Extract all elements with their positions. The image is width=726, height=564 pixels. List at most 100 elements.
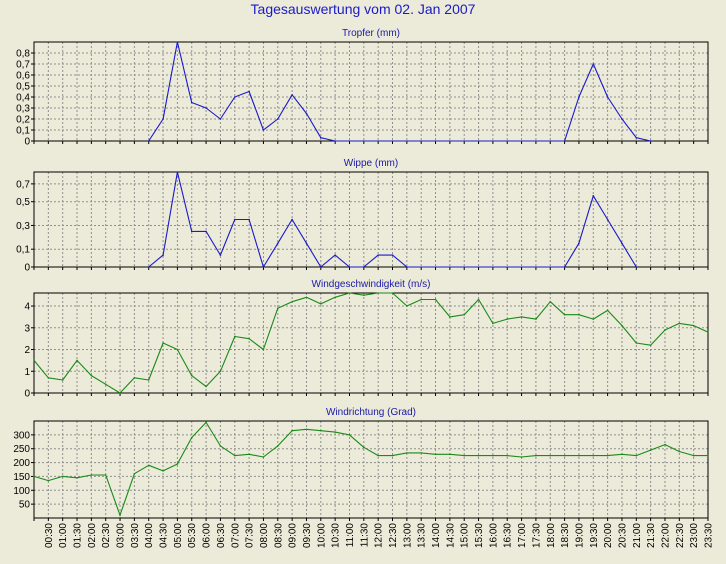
data-point [233, 454, 236, 457]
data-point [334, 254, 336, 256]
x-tick-label: 11:30 [359, 523, 370, 548]
data-point [406, 452, 408, 454]
data-point [162, 470, 164, 472]
data-point [492, 454, 494, 457]
y-tick-label: 0,3 [16, 221, 30, 232]
data-point [463, 454, 466, 457]
data-point [205, 107, 207, 109]
data-point [147, 379, 150, 381]
x-tick-label: 04:30 [159, 523, 170, 548]
x-tick-label: 07:00 [230, 523, 241, 548]
data-point [47, 376, 50, 379]
x-tick-label: 12:30 [388, 523, 399, 548]
y-tick-label: 0,2 [16, 115, 30, 126]
x-tick-label: 14:00 [431, 523, 442, 548]
x-tick-label: 18:30 [560, 523, 571, 548]
x-tick-label: 07:30 [245, 523, 256, 548]
data-point [678, 450, 681, 453]
x-tick-label: 05:30 [187, 523, 198, 548]
data-point [276, 242, 279, 245]
data-point [190, 374, 193, 377]
data-point [606, 218, 609, 221]
y-tick-label: 0 [24, 137, 30, 148]
x-tick-label: 03:00 [116, 523, 127, 548]
data-point [363, 446, 365, 449]
data-point [190, 101, 193, 104]
data-point [477, 298, 480, 301]
x-tick-label: 13:30 [417, 523, 428, 548]
panel-title: Windrichtung (Grad) [326, 407, 416, 418]
data-point [520, 456, 523, 458]
x-tick-label: 22:30 [675, 523, 686, 548]
y-tick-label: 100 [13, 486, 30, 497]
x-tick-label: 13:00 [402, 523, 413, 548]
x-tick-label: 09:30 [302, 523, 313, 548]
y-tick-label: 0,8 [16, 49, 30, 60]
data-point [205, 421, 207, 424]
data-point [592, 194, 595, 197]
x-tick-label: 20:30 [618, 523, 629, 548]
y-tick-label: 0,3 [16, 104, 30, 115]
data-point [291, 300, 293, 303]
data-point [33, 359, 35, 362]
data-point [205, 230, 207, 233]
series-line [148, 41, 651, 142]
data-point [420, 452, 422, 454]
data-point [391, 454, 394, 457]
data-point [477, 454, 480, 457]
y-tick-label: 0,1 [16, 245, 30, 256]
data-point [262, 456, 265, 458]
data-point [33, 475, 35, 478]
data-point [549, 454, 552, 457]
data-point [348, 292, 351, 294]
x-tick-label: 10:00 [316, 523, 327, 548]
data-point [391, 254, 394, 256]
x-tick-label: 23:30 [704, 523, 715, 548]
data-point [219, 118, 222, 120]
data-point [233, 335, 236, 338]
x-tick-label: 22:00 [661, 523, 672, 548]
x-tick-label: 18:00 [546, 523, 557, 548]
data-point [305, 242, 308, 245]
data-point [190, 436, 193, 439]
data-point [506, 454, 509, 457]
data-point [162, 254, 164, 256]
x-tick-label: 02:00 [87, 523, 98, 548]
data-point [147, 140, 150, 142]
data-point [248, 218, 250, 221]
plot-frame [33, 420, 709, 519]
data-point [635, 342, 638, 344]
data-point [606, 96, 609, 98]
data-point [649, 344, 652, 346]
y-tick-label: 0,7 [16, 179, 30, 190]
data-point [90, 474, 93, 476]
data-point [305, 296, 308, 299]
x-tick-label: 15:00 [460, 523, 471, 548]
data-point [692, 324, 695, 327]
y-tick-label: 50 [19, 500, 31, 511]
data-point [90, 374, 93, 377]
data-point [291, 218, 293, 221]
data-point [592, 318, 595, 320]
data-point [592, 454, 595, 457]
y-tick-label: 0,5 [16, 82, 30, 93]
data-point [104, 383, 107, 386]
y-tick-label: 1 [24, 367, 30, 378]
x-tick-label: 12:00 [374, 523, 385, 548]
series-line [33, 421, 708, 516]
y-tick-label: 0,6 [16, 71, 30, 82]
data-point [563, 454, 566, 457]
y-tick-label: 0 [24, 389, 30, 400]
data-point [262, 129, 265, 131]
x-tick-label: 19:00 [574, 523, 585, 548]
y-tick-label: 0 [24, 263, 30, 274]
data-point [377, 254, 379, 256]
data-point [119, 392, 121, 394]
data-point [578, 454, 580, 457]
x-tick-label: 01:00 [58, 523, 69, 548]
panel-title: Wippe (mm) [344, 158, 398, 169]
x-tick-label: 11:00 [345, 523, 356, 548]
data-point [578, 96, 580, 98]
x-tick-label: 00:30 [44, 523, 55, 548]
